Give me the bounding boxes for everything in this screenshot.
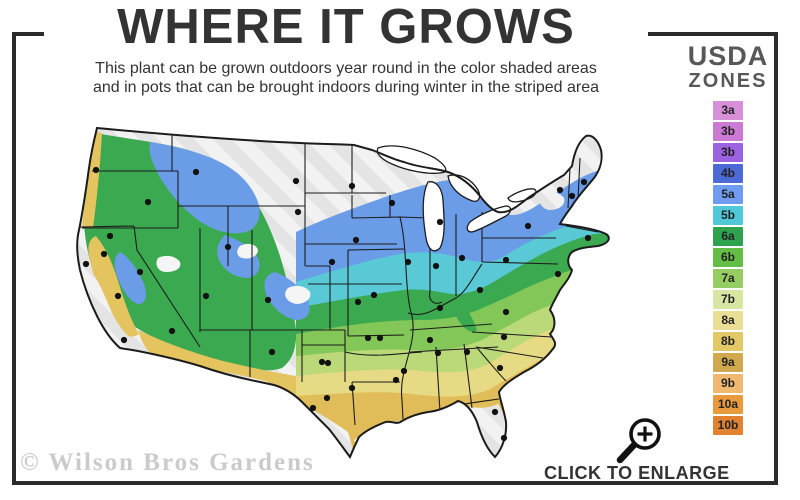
- pnw-coast-yellow: [82, 130, 102, 228]
- city-dot: [458, 254, 466, 262]
- city-dot: [502, 256, 510, 264]
- city-dot: [491, 408, 499, 416]
- city-dot: [294, 208, 302, 216]
- city-dot: [436, 304, 444, 312]
- city-dot: [114, 292, 122, 300]
- legend-zone-list: 3a 3b 3b 4b 5a 5b 6a 6b 7a 7b 8a 8b 9a 9b 10a 10b: [682, 101, 774, 435]
- city-dots: [82, 166, 592, 442]
- legend-zone-swatch: 5a: [713, 185, 743, 204]
- lake-michigan: [422, 181, 445, 252]
- south-florida-striped: [458, 404, 508, 457]
- city-dot: [434, 349, 442, 357]
- subtitle-line-2: and in pots that can be brought indoors …: [92, 79, 600, 96]
- legend-zone-swatch: 8a: [713, 311, 743, 330]
- appalachian-green-finger: [452, 298, 477, 332]
- city-dot: [328, 258, 336, 266]
- city-dot: [106, 232, 114, 240]
- city-dot: [476, 286, 484, 294]
- legend-zone-swatch: 6b: [713, 248, 743, 267]
- wyoming-white-patch: [237, 243, 258, 259]
- magnifier-icon[interactable]: [606, 408, 662, 466]
- city-dot: [426, 336, 434, 344]
- city-dot: [502, 308, 510, 316]
- city-dot: [580, 178, 588, 186]
- city-dot: [202, 292, 210, 300]
- map-fill-layers: [77, 128, 609, 457]
- legend-zone-swatch: 5b: [713, 206, 743, 225]
- city-dot: [348, 384, 356, 392]
- legend-zone-swatch: 9a: [713, 353, 743, 372]
- city-dot: [500, 333, 508, 341]
- legend-zone-swatch: 8b: [713, 332, 743, 351]
- city-dot: [400, 367, 408, 375]
- click-to-enlarge-label[interactable]: CLICK TO ENLARGE: [544, 463, 730, 483]
- city-dot: [463, 348, 471, 356]
- legend-zone-swatch: 4b: [713, 164, 743, 183]
- city-dot: [100, 250, 108, 258]
- watermark: © Wilson Bros Gardens: [20, 449, 315, 476]
- city-dot: [584, 234, 592, 242]
- legend-zone-swatch: 3a: [713, 101, 743, 120]
- state-borders: [79, 132, 599, 426]
- city-dot: [292, 177, 300, 185]
- city-dot: [268, 348, 276, 356]
- city-dot: [354, 298, 362, 306]
- us-outline: [76, 126, 610, 460]
- sierra-blue-mountains: [114, 252, 146, 304]
- idaho-montana-blue-mountains: [149, 142, 260, 234]
- city-dot: [264, 296, 272, 304]
- city-dot: [323, 394, 331, 402]
- city-dot: [496, 364, 504, 372]
- city-dot: [364, 334, 372, 342]
- city-dot: [376, 334, 384, 342]
- city-dot: [524, 222, 532, 230]
- city-dot: [436, 218, 444, 226]
- city-dot: [318, 358, 326, 366]
- city-dot: [224, 243, 232, 251]
- city-dot: [136, 268, 144, 276]
- city-dot: [120, 336, 128, 344]
- legend-zone-swatch: 3b: [713, 143, 743, 162]
- page-title: WHERE IT GROWS: [44, 0, 648, 56]
- subtitle: This plant can be grown outdoors year ro…: [40, 59, 652, 97]
- city-dot: [388, 199, 396, 207]
- legend-title-usda: USDA: [687, 41, 769, 71]
- nevada-white-patch: [156, 255, 181, 272]
- city-dot: [92, 166, 100, 174]
- city-dot: [192, 168, 200, 176]
- city-dot: [324, 359, 332, 367]
- city-dot: [432, 262, 440, 270]
- subtitle-line-1: This plant can be grown outdoors year ro…: [95, 60, 597, 77]
- california-valley-yellow: [88, 236, 139, 337]
- city-dot: [348, 182, 356, 190]
- city-dot: [554, 270, 562, 278]
- legend-zone-swatch: 6a: [713, 227, 743, 246]
- city-dot: [309, 404, 317, 412]
- usda-zones-legend: USDA ZONES 3a 3b 3b 4b 5a 5b 6a 6b 7a 7b 8a 8b 9a 9b 1…: [682, 42, 774, 437]
- legend-zone-swatch: 7a: [713, 269, 743, 288]
- legend-title-zones: ZONES: [688, 70, 768, 92]
- city-dot: [568, 192, 576, 200]
- city-dot: [352, 236, 360, 244]
- city-dot: [500, 434, 508, 442]
- city-dot: [168, 327, 176, 335]
- legend-zone-swatch: 9b: [713, 374, 743, 393]
- city-dot: [144, 198, 152, 206]
- legend-zone-swatch: 3b: [713, 122, 743, 141]
- legend-zone-swatch: 7b: [713, 290, 743, 309]
- city-dot: [404, 258, 412, 266]
- city-dot: [370, 291, 378, 299]
- colorado-white-patch: [285, 285, 311, 304]
- lake-huron: [447, 174, 481, 202]
- city-dot: [556, 186, 564, 194]
- southwest-yellow-band: [138, 330, 302, 396]
- city-dot: [82, 260, 90, 268]
- legend-zone-swatch: 10a: [713, 395, 743, 414]
- legend-zone-swatch: 10b: [713, 416, 743, 435]
- city-dot: [392, 376, 400, 384]
- adirondack-gray-patch: [538, 191, 565, 210]
